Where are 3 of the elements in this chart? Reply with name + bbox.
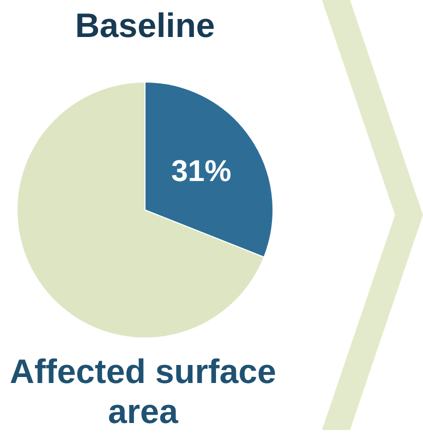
text: Affected surface area: [8, 352, 278, 432]
chart-title: Baseline: [75, 7, 215, 45]
data-label: 31%: [171, 154, 232, 188]
